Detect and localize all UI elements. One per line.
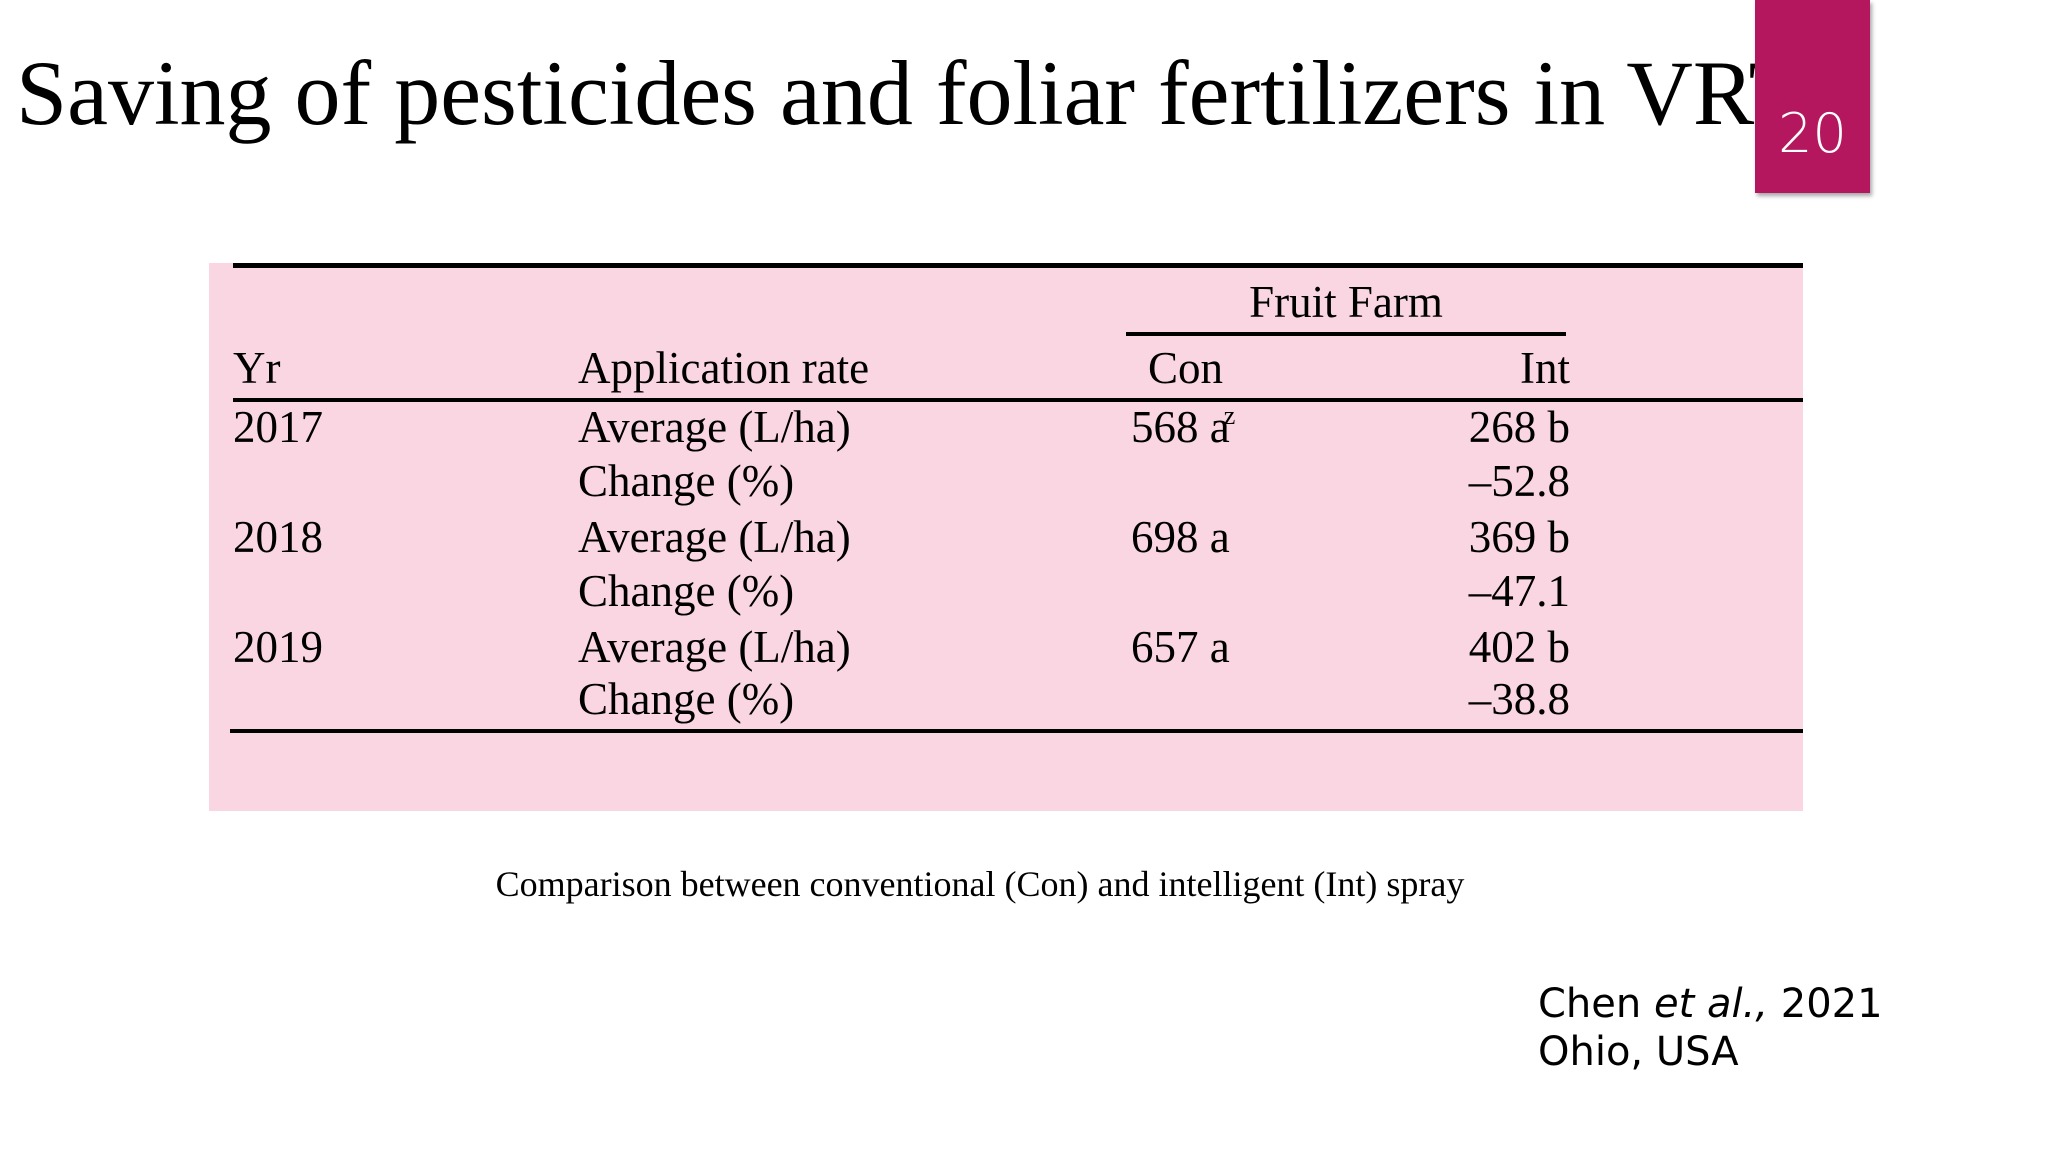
table-cell-rate: Average (L/ha)	[578, 622, 851, 672]
table-top-rule	[233, 263, 1803, 268]
citation: Chen et al., 2021 Ohio, USA	[1538, 980, 1883, 1076]
citation-etal: et al.,	[1653, 981, 1769, 1027]
header-int: Int	[1520, 343, 1570, 393]
table-header-rule	[233, 398, 1803, 402]
header-year: Yr	[233, 343, 281, 393]
table-cell-int: 268 b	[1468, 402, 1570, 452]
table-cell-rate: Change (%)	[578, 456, 795, 506]
citation-location: Ohio, USA	[1538, 1029, 1739, 1075]
table-cell-con-value: 568 a	[1131, 402, 1230, 452]
table-cell-int: –47.1	[1468, 566, 1570, 616]
table-cell-rate: Average (L/ha)	[578, 512, 851, 562]
page-number: 20	[1778, 102, 1847, 165]
table-caption: Comparison between conventional (Con) an…	[495, 864, 1465, 904]
header-application-rate: Application rate	[578, 343, 870, 393]
table-cell-int: 402 b	[1468, 622, 1570, 672]
table-cell-con: 698 a	[1131, 512, 1230, 562]
table-cell-rate: Change (%)	[578, 566, 795, 616]
table-cell-int: –52.8	[1468, 456, 1570, 506]
table-cell-con-superscript: z	[1223, 401, 1236, 430]
table-cell-rate: Change (%)	[578, 674, 795, 724]
page-number-badge: 20	[1755, 0, 1870, 193]
table-cell-con: 657 a	[1131, 622, 1230, 672]
table-cell-year: 2017	[233, 402, 323, 452]
table-cell-int: 369 b	[1468, 512, 1570, 562]
header-con: Con	[1148, 343, 1224, 393]
table-cell-int: –38.8	[1468, 674, 1570, 724]
table-cell-con: 568 az	[1131, 400, 1235, 461]
slide-title: Saving of pesticides and foliar fertiliz…	[16, 42, 1805, 144]
results-table: Fruit Farm Yr Application rate Con Int 2…	[209, 263, 1803, 811]
table-bottom-rule	[230, 729, 1803, 733]
citation-year: 2021	[1780, 981, 1883, 1027]
table-cell-year: 2018	[233, 512, 323, 562]
table-cell-rate: Average (L/ha)	[578, 402, 851, 452]
group-header-rule	[1126, 332, 1566, 336]
citation-author: Chen	[1538, 981, 1642, 1027]
group-header-fruit-farm: Fruit Farm	[1249, 277, 1443, 327]
citation-line-1: Chen et al., 2021	[1538, 980, 1883, 1028]
table-cell-year: 2019	[233, 622, 323, 672]
